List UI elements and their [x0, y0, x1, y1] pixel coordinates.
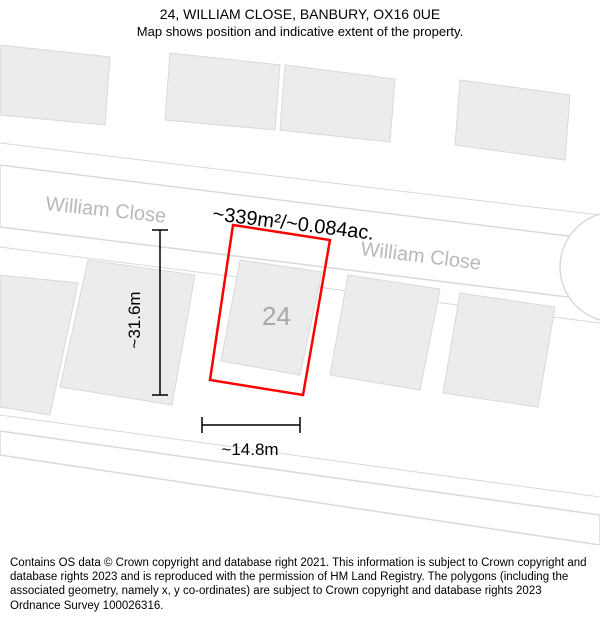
copyright-footer: Contains OS data © Crown copyright and d…: [0, 550, 600, 625]
house-number-label: 24: [262, 301, 291, 331]
map-view: William Close William Close ~339m²/~0.08…: [0, 45, 600, 545]
dimension-vertical-label: ~31.6m: [125, 291, 144, 348]
page-subtitle: Map shows position and indicative extent…: [10, 24, 590, 39]
page-title: 24, WILLIAM CLOSE, BANBURY, OX16 0UE: [10, 6, 590, 22]
header: 24, WILLIAM CLOSE, BANBURY, OX16 0UE Map…: [0, 0, 600, 39]
dimension-horizontal-label: ~14.8m: [221, 440, 278, 459]
map-svg: William Close William Close ~339m²/~0.08…: [0, 45, 600, 545]
